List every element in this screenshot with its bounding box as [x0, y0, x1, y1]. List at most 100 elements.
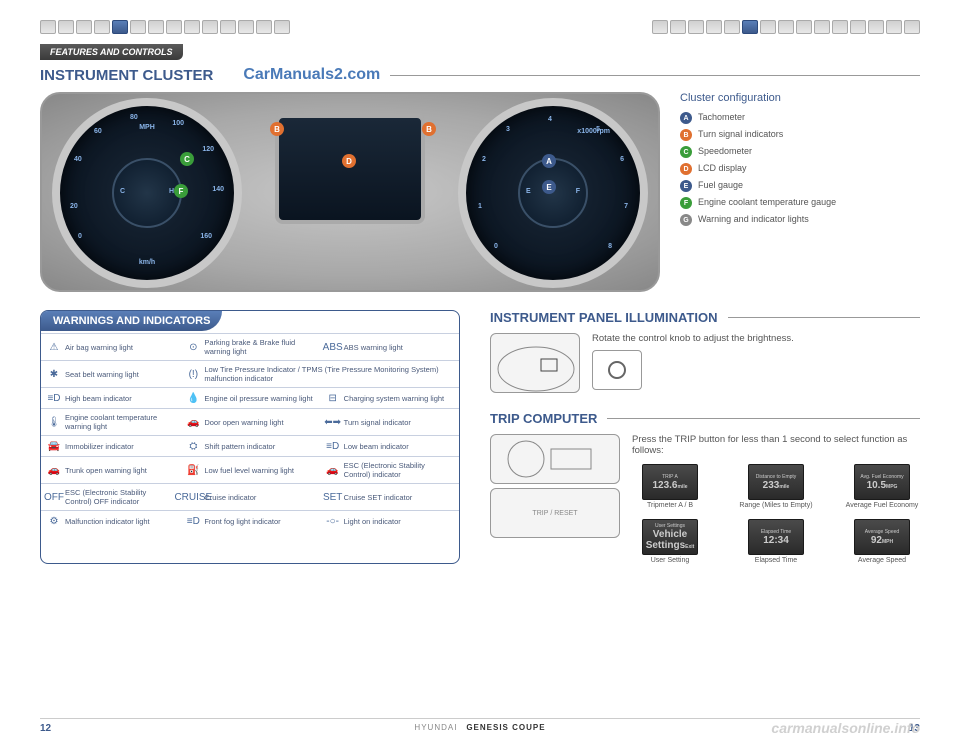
warning-cell: 🚘Immobilizer indicator	[41, 435, 180, 456]
breadcrumb: FEATURES AND CONTROLS	[40, 44, 183, 60]
page-number-left: 12	[40, 723, 51, 734]
nav-icon	[58, 20, 74, 34]
trip-screen: Distance to Empty233mileRange (Miles to …	[738, 464, 814, 509]
divider	[607, 418, 920, 419]
rpm-tick: 8	[608, 243, 612, 250]
nav-icon	[868, 20, 884, 34]
trip-lcd: User SettingsVehicle SettingsExit	[642, 519, 698, 555]
legend-badge: E	[680, 180, 692, 192]
fuel-e-label: E	[526, 188, 531, 195]
title-row: INSTRUMENT CLUSTER CarManuals2.com	[40, 66, 920, 84]
warning-cell: 🌡Engine coolant temperature warning ligh…	[41, 408, 180, 435]
trip-screen-label: Average Fuel Economy	[844, 502, 920, 509]
warning-text: Parking brake & Brake fluid warning ligh…	[204, 338, 313, 356]
warning-icon: 🚘	[47, 440, 61, 452]
nav-icon	[220, 20, 236, 34]
trip-screen-label: User Setting	[632, 557, 708, 564]
trip-screen-label: Tripmeter A / B	[632, 502, 708, 509]
rpm-tick: 3	[506, 126, 510, 133]
trip-title-row: TRIP COMPUTER	[490, 411, 920, 426]
nav-icon	[796, 20, 812, 34]
speed-tick: 100	[172, 120, 184, 127]
warning-text: Low Tire Pressure Indicator / TPMS (Tire…	[204, 365, 453, 383]
illum-title: INSTRUMENT PANEL ILLUMINATION	[490, 310, 718, 325]
warning-cell: ⚙Malfunction indicator light	[41, 510, 180, 531]
legend-badge: C	[680, 146, 692, 158]
kmh-unit: km/h	[139, 259, 155, 266]
tachometer-gauge: E F x1000rpm 0 1 2 3 4 5 6 7 8	[458, 98, 648, 288]
trip-screen: Average Speed92MPHAverage Speed	[844, 519, 920, 564]
cluster-callout-badge: B	[422, 122, 436, 136]
warning-icon: ⊟	[326, 392, 340, 404]
warnings-header: WARNINGS AND INDICATORS	[41, 311, 222, 331]
warning-icon: ≡D	[186, 515, 200, 527]
icon-row-left	[40, 20, 290, 34]
instrument-cluster-image: C H MPH km/h 0 20 40 60 80 100 120 140 1…	[40, 92, 660, 292]
warning-cell: ✱Seat belt warning light	[41, 360, 180, 387]
warning-text: ABS warning light	[344, 343, 403, 352]
warning-icon: 🚗	[186, 416, 200, 428]
speedometer-gauge: C H MPH km/h 0 20 40 60 80 100 120 140 1…	[52, 98, 242, 288]
nav-icon	[202, 20, 218, 34]
warning-text: Seat belt warning light	[65, 370, 139, 379]
legend-item: FEngine coolant temperature gauge	[680, 197, 920, 209]
trip-screen-label: Average Speed	[844, 557, 920, 564]
watermark-text: CarManuals2.com	[243, 66, 380, 84]
speed-tick: 160	[200, 233, 212, 240]
legend-item: B Turn signal indicators	[680, 129, 920, 141]
warning-icon: ⚠	[47, 341, 61, 353]
legend-badge: G	[680, 214, 692, 226]
warning-text: Light on indicator	[344, 517, 401, 526]
speed-tick: 140	[212, 186, 224, 193]
trip-lcd: TRIP A123.6mile	[642, 464, 698, 500]
warning-cell: (!)Low Tire Pressure Indicator / TPMS (T…	[180, 360, 459, 387]
divider	[728, 317, 921, 318]
illumination-area: Rotate the control knob to adjust the br…	[490, 333, 920, 393]
legend-text: Turn signal indicators	[698, 129, 783, 139]
nav-icon-active	[742, 20, 758, 34]
legend-item: G Warning and indicator lights	[680, 214, 920, 226]
nav-icon	[166, 20, 182, 34]
model-label: GENESIS COUPE	[466, 723, 545, 732]
warning-cell: ⬅➡Turn signal indicator	[320, 408, 459, 435]
rpm-tick: 7	[624, 203, 628, 210]
nav-icon-active	[112, 20, 128, 34]
title-divider	[390, 75, 920, 76]
lcd-display	[275, 114, 425, 224]
legend-text: Warning and indicator lights	[698, 214, 809, 224]
rpm-tick: 6	[620, 156, 624, 163]
nav-icon	[760, 20, 776, 34]
bottom-area: WARNINGS AND INDICATORS ⚠ Air bag warning…	[40, 310, 920, 564]
legend-item: DLCD display	[680, 163, 920, 175]
trip-screen-label: Range (Miles to Empty)	[738, 502, 814, 509]
rpm-unit: x1000rpm	[577, 128, 610, 135]
cluster-callout-badge: E	[542, 180, 556, 194]
nav-icon	[238, 20, 254, 34]
warning-text: Door open warning light	[204, 418, 283, 427]
warning-icon: 💧	[186, 392, 200, 404]
warning-icon: -○-	[326, 515, 340, 527]
nav-icon	[130, 20, 146, 34]
warning-text: Low beam indicator	[344, 442, 409, 451]
warnings-grid: ⚠ Air bag warning light ⊙ Parking brake & B…	[41, 333, 459, 531]
knob-diagram	[592, 350, 642, 390]
warning-cell: -○- Light on indicator	[320, 510, 459, 531]
nav-icon	[832, 20, 848, 34]
nav-icon	[40, 20, 56, 34]
nav-icon	[670, 20, 686, 34]
nav-icon	[814, 20, 830, 34]
nav-icon	[76, 20, 92, 34]
warning-cell: 🚗 Door open warning light	[180, 408, 319, 435]
temp-gauge-inner: C H	[112, 158, 182, 228]
warning-icon: 🚗	[47, 464, 61, 476]
warning-icon: ≡D	[47, 392, 61, 404]
illumination-diagram	[490, 333, 580, 393]
warning-cell: SETCruise SET indicator	[320, 483, 459, 510]
reset-button-label: RESET	[554, 510, 577, 517]
trip-lcd: Elapsed Time12:34	[748, 519, 804, 555]
warning-text: Air bag warning light	[65, 343, 133, 352]
nav-icon	[706, 20, 722, 34]
legend-badge: B	[680, 129, 692, 141]
warning-icon: ⛭	[186, 440, 200, 452]
warning-icon: ⊙	[186, 341, 200, 353]
